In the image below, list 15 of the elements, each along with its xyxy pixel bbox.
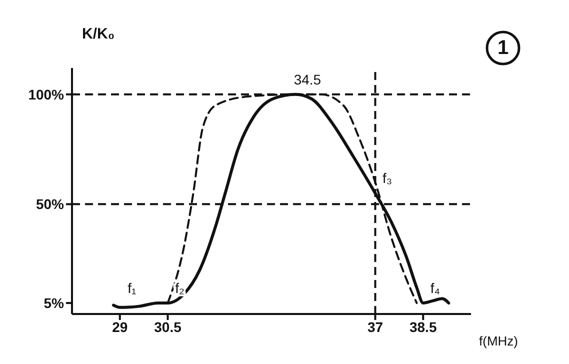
y-tick-label: 50% [36, 196, 65, 212]
y-axis-title: K/K₀ [82, 26, 115, 43]
x-tick-label: 38.5 [409, 318, 437, 335]
x-tick-label: 29 [112, 318, 128, 335]
annotation: f₁ [128, 280, 136, 296]
x-tick-label: 30.5 [154, 318, 182, 335]
annotation: f₄ [430, 280, 440, 296]
x-tick-label: 37 [367, 318, 384, 335]
annotation: f₃ [382, 170, 392, 186]
x-axis-title: f(MHz) [479, 334, 518, 349]
annotation: 34.5 [294, 71, 322, 88]
text: 1 [497, 36, 509, 60]
y-tick-label: 100% [28, 86, 65, 102]
annotation: f₂ [175, 280, 184, 296]
y-tick-label: 5% [44, 294, 65, 311]
